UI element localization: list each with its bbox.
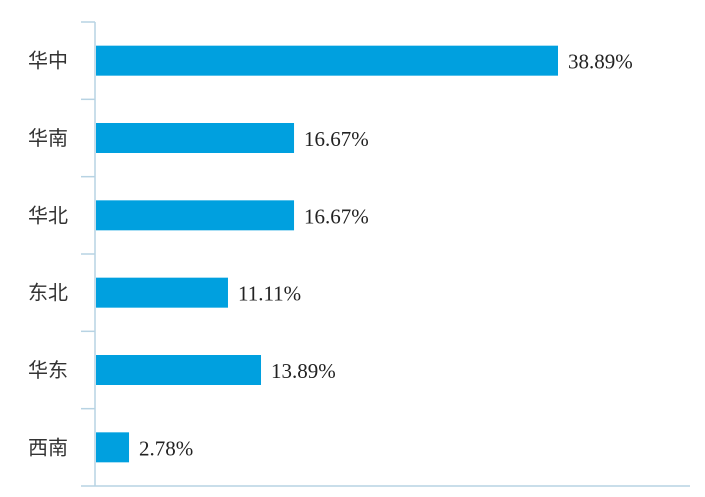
category-label: 华东 xyxy=(28,358,68,382)
category-label: 华中 xyxy=(28,49,68,73)
bar-5 xyxy=(96,432,130,463)
bar-4 xyxy=(96,355,262,385)
axes xyxy=(81,21,690,487)
value-label: 2.78% xyxy=(139,436,193,460)
bar-3 xyxy=(96,277,228,308)
category-label: 东北 xyxy=(28,281,68,305)
value-label: 38.89% xyxy=(568,50,633,74)
bar-2 xyxy=(96,200,295,231)
bar-0 xyxy=(96,45,558,76)
value-label: 16.67% xyxy=(304,127,369,151)
category-label: 华北 xyxy=(28,203,68,227)
value-label: 13.89% xyxy=(271,359,336,383)
labels: 华中 38.89% 华南 16.67% 华北 16.67% 东北 11.11% 华东 13.89%… xyxy=(28,49,633,461)
category-label: 华南 xyxy=(28,126,68,150)
value-label: 16.67% xyxy=(304,204,369,228)
value-label: 11.11% xyxy=(238,282,301,306)
category-label: 西南 xyxy=(28,435,68,459)
bars xyxy=(96,45,558,463)
bar-1 xyxy=(96,123,295,153)
